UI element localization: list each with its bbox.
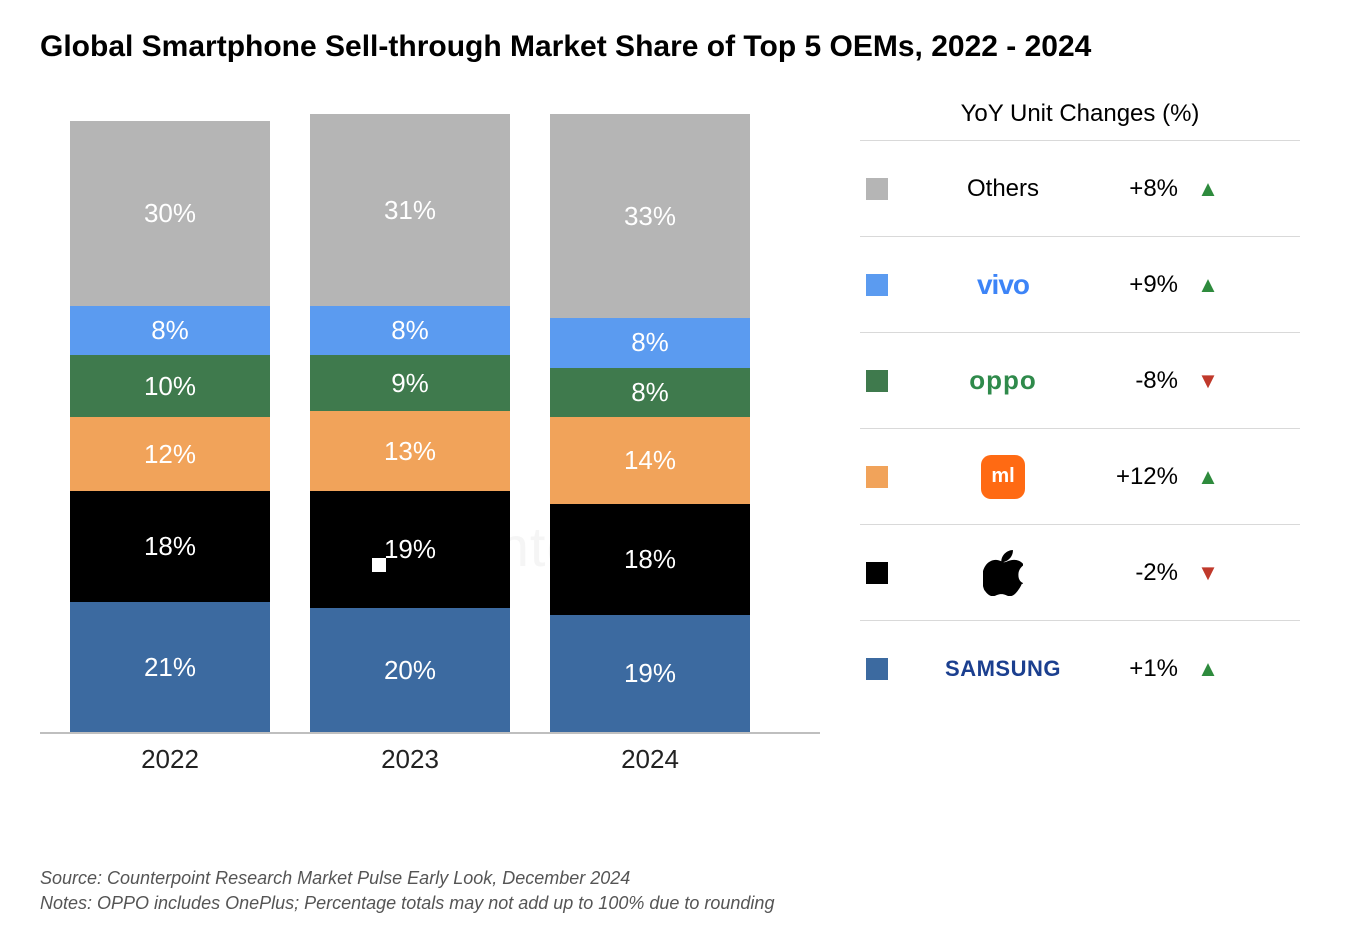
seg-samsung: 19% bbox=[550, 615, 750, 732]
arrow-up-icon: ▲ bbox=[1188, 464, 1228, 490]
seg-apple: 18% bbox=[550, 504, 750, 615]
xlabel: 2022 bbox=[70, 744, 270, 775]
chart-container: Global Smartphone Sell-through Market Sh… bbox=[0, 0, 1354, 934]
legend-swatch bbox=[866, 658, 888, 680]
legend-row-vivo: vivo+9%▲ bbox=[860, 236, 1300, 332]
seg-oppo: 9% bbox=[310, 355, 510, 411]
legend-swatch bbox=[866, 370, 888, 392]
stacked-bars: 30%8%10%12%18%21%31%8%9%13%19%20%33%8%8%… bbox=[40, 94, 820, 734]
apple-icon bbox=[983, 550, 1023, 596]
seg-apple: 18% bbox=[70, 491, 270, 602]
seg-xiaomi: 14% bbox=[550, 417, 750, 503]
legend-panel: YoY Unit Changes (%) Others+8%▲vivo+9%▲o… bbox=[860, 94, 1300, 716]
chart-title: Global Smartphone Sell-through Market Sh… bbox=[40, 30, 1314, 64]
seg-samsung: 21% bbox=[70, 602, 270, 732]
footnote-source: Source: Counterpoint Research Market Pul… bbox=[40, 866, 774, 891]
chart-zone: Counterpoint 30%8%10%12%18%21%31%8%9%13%… bbox=[40, 94, 820, 775]
arrow-up-icon: ▲ bbox=[1188, 176, 1228, 202]
x-axis-labels: 2022 2023 2024 bbox=[40, 734, 820, 775]
legend-title: YoY Unit Changes (%) bbox=[860, 94, 1300, 140]
seg-vivo: 8% bbox=[70, 306, 270, 355]
legend-row-oppo: oppo-8%▼ bbox=[860, 332, 1300, 428]
seg-xiaomi: 13% bbox=[310, 411, 510, 491]
oppo-logo: oppo bbox=[918, 365, 1088, 396]
seg-xiaomi: 12% bbox=[70, 417, 270, 491]
seg-samsung: 20% bbox=[310, 608, 510, 732]
apple-logo bbox=[918, 550, 1088, 596]
seg-others: 31% bbox=[310, 114, 510, 305]
yoy-value: -2% bbox=[1088, 559, 1188, 587]
yoy-value: +9% bbox=[1088, 271, 1188, 299]
legend-rows: Others+8%▲vivo+9%▲oppo-8%▼ml+12%▲-2%▼SAM… bbox=[860, 140, 1300, 716]
legend-row-others: Others+8%▲ bbox=[860, 140, 1300, 236]
seg-vivo: 8% bbox=[550, 318, 750, 367]
arrow-up-icon: ▲ bbox=[1188, 656, 1228, 682]
bar-2022: 30%8%10%12%18%21% bbox=[70, 121, 270, 732]
vivo-logo: vivo bbox=[918, 269, 1088, 301]
xlabel: 2023 bbox=[310, 744, 510, 775]
legend-row-xiaomi: ml+12%▲ bbox=[860, 428, 1300, 524]
seg-oppo: 8% bbox=[550, 368, 750, 417]
footnotes: Source: Counterpoint Research Market Pul… bbox=[40, 866, 774, 916]
seg-others: 30% bbox=[70, 121, 270, 306]
seg-vivo: 8% bbox=[310, 306, 510, 355]
seg-oppo: 10% bbox=[70, 355, 270, 417]
xiaomi-logo: ml bbox=[918, 455, 1088, 499]
brand-label: Others bbox=[918, 175, 1088, 203]
yoy-value: +1% bbox=[1088, 655, 1188, 683]
arrow-down-icon: ▼ bbox=[1188, 560, 1228, 586]
legend-swatch bbox=[866, 466, 888, 488]
arrow-up-icon: ▲ bbox=[1188, 272, 1228, 298]
legend-swatch bbox=[866, 562, 888, 584]
legend-swatch bbox=[866, 274, 888, 296]
arrow-down-icon: ▼ bbox=[1188, 368, 1228, 394]
yoy-value: +8% bbox=[1088, 175, 1188, 203]
legend-row-samsung: SAMSUNG+1%▲ bbox=[860, 620, 1300, 716]
yoy-value: +12% bbox=[1088, 463, 1188, 491]
footnote-notes: Notes: OPPO includes OnePlus; Percentage… bbox=[40, 891, 774, 916]
seg-others: 33% bbox=[550, 114, 750, 318]
content-row: Counterpoint 30%8%10%12%18%21%31%8%9%13%… bbox=[40, 94, 1314, 775]
yoy-value: -8% bbox=[1088, 367, 1188, 395]
legend-row-apple: -2%▼ bbox=[860, 524, 1300, 620]
seg-apple: 19% bbox=[310, 491, 510, 608]
xlabel: 2024 bbox=[550, 744, 750, 775]
bar-2023: 31%8%9%13%19%20% bbox=[310, 114, 510, 732]
legend-swatch bbox=[866, 178, 888, 200]
bar-2024: 33%8%8%14%18%19% bbox=[550, 114, 750, 732]
samsung-logo: SAMSUNG bbox=[918, 656, 1088, 682]
